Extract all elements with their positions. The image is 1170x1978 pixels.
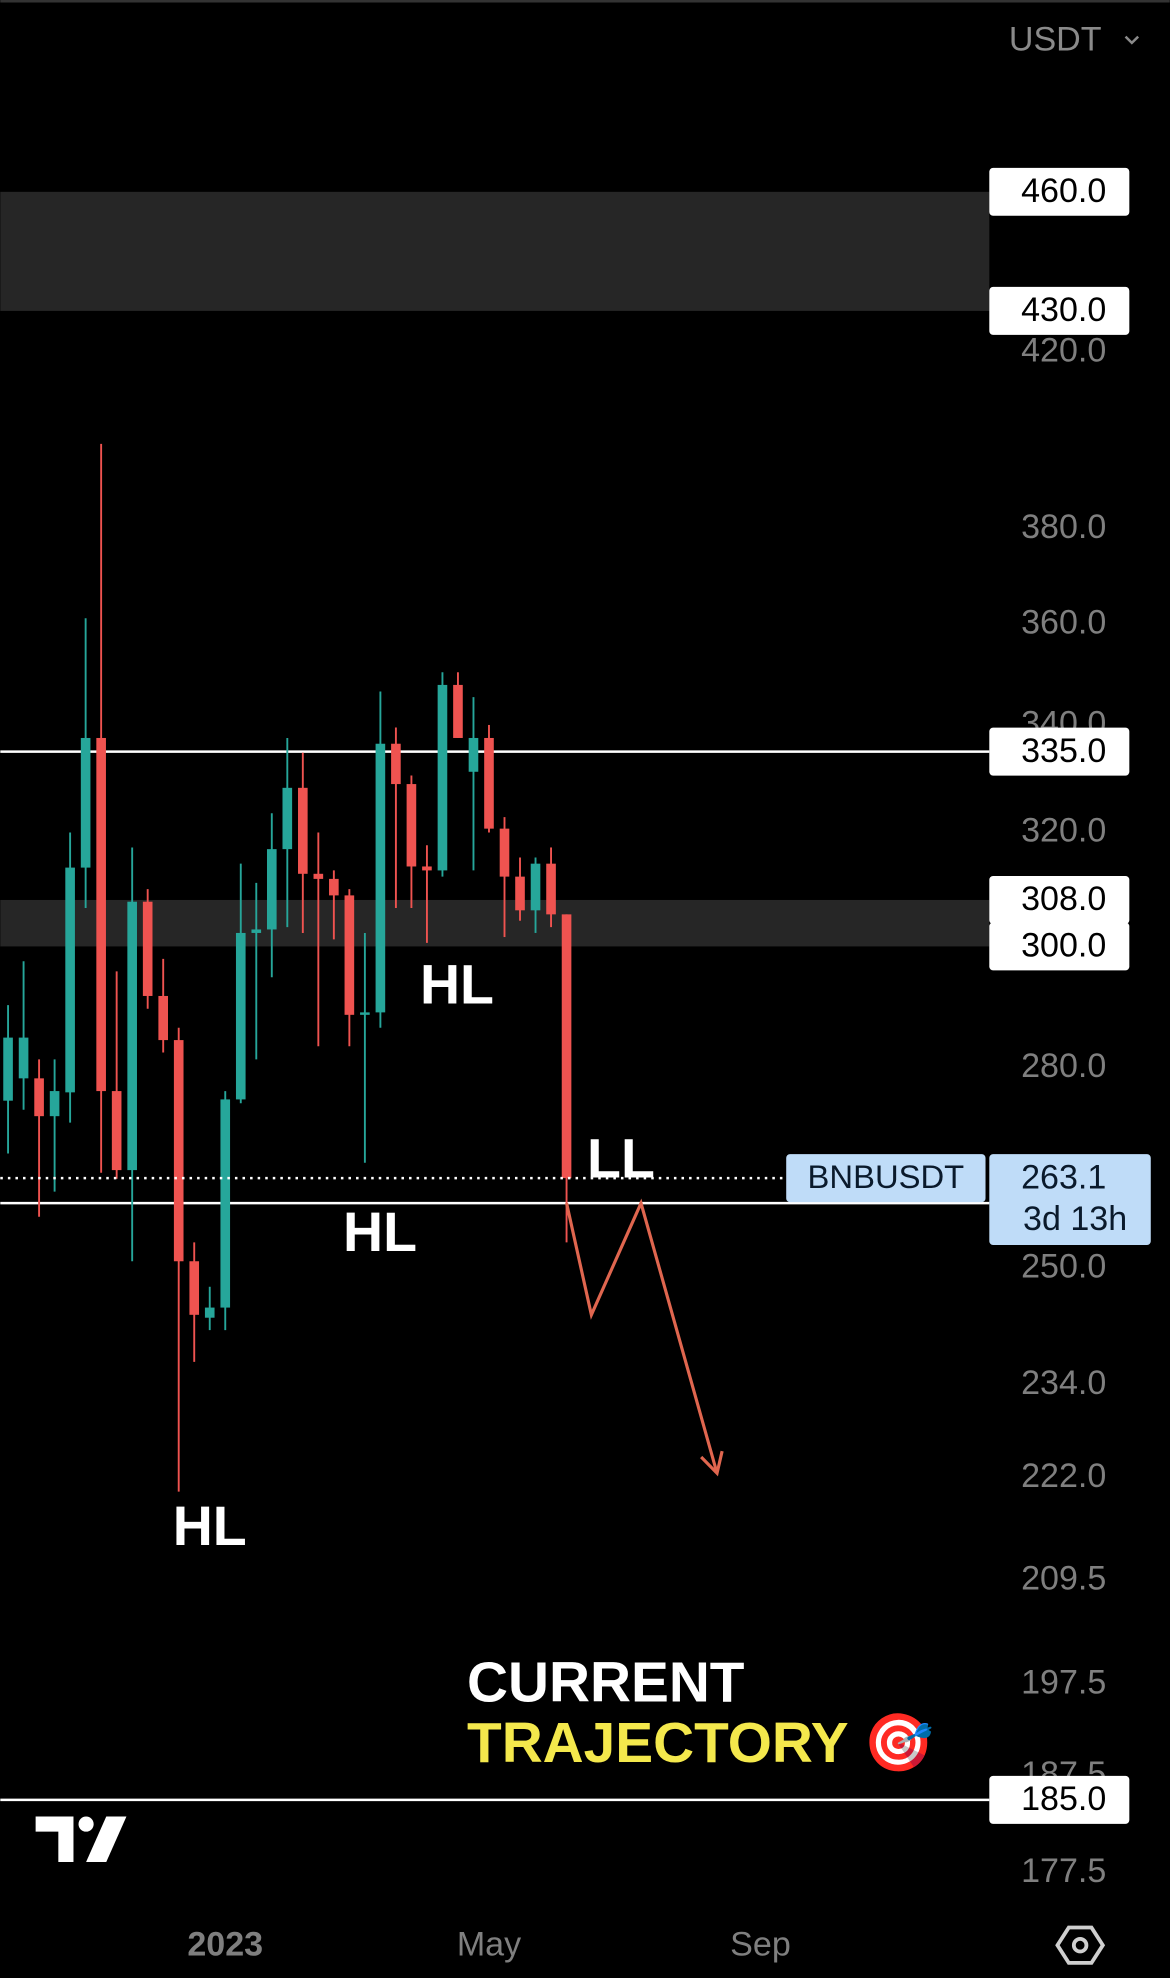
y-tick-label: 197.5 — [1021, 1663, 1106, 1701]
y-tick-label: 209.5 — [1021, 1559, 1106, 1597]
plot-area: 420.0380.0360.0340.0320.0280.0250.0234.0… — [0, 167, 1151, 1963]
countdown-label: 3d 13h — [1023, 1200, 1127, 1238]
candle-body — [391, 743, 401, 785]
projection-arrowhead — [700, 1450, 724, 1477]
logo-part — [35, 1816, 74, 1862]
price-label: 308.0 — [1021, 880, 1106, 918]
currency-label[interactable]: USDT — [1009, 21, 1102, 59]
settings-icon-center — [1071, 1937, 1089, 1954]
candle-body — [65, 867, 75, 1093]
currency-selector[interactable]: USDT — [1009, 21, 1140, 59]
candle-body — [484, 737, 494, 829]
settings-button[interactable] — [1055, 1925, 1106, 1965]
symbol-label: BNBUSDT — [808, 1158, 965, 1195]
logo-part — [86, 1816, 127, 1862]
y-tick-label: 222.0 — [1021, 1457, 1106, 1495]
candle-body — [422, 866, 432, 871]
candle-body — [235, 932, 246, 1100]
candle-body — [127, 901, 137, 1171]
x-tick-label: 2023 — [187, 1925, 263, 1963]
y-tick-label: 177.5 — [1021, 1852, 1106, 1890]
candle-body — [142, 901, 153, 996]
price-label-box — [989, 727, 1130, 776]
candle-body — [329, 878, 339, 896]
candle-body — [34, 1078, 44, 1117]
candle-body — [499, 828, 510, 877]
tradingview-logo — [35, 1816, 127, 1862]
zone — [0, 191, 990, 311]
x-tick-label: May — [457, 1925, 521, 1963]
y-tick-label: 320.0 — [1021, 811, 1106, 849]
chevron — [1124, 35, 1140, 45]
candle-body — [266, 849, 277, 930]
y-tick-label: 380.0 — [1021, 508, 1106, 546]
symbol-box — [786, 1154, 986, 1203]
candle-body — [111, 1091, 122, 1171]
zone — [0, 899, 990, 947]
candle-body — [220, 1099, 231, 1308]
candle-body — [189, 1261, 200, 1315]
candle-body — [561, 914, 572, 1179]
candle-body — [80, 737, 91, 868]
candle-body — [49, 1091, 60, 1117]
y-tick-label: 234.0 — [1021, 1364, 1106, 1402]
caption-line: TRAJECTORY 🎯 — [467, 1712, 934, 1775]
price-label: 430.0 — [1021, 291, 1106, 329]
candle-body — [406, 784, 417, 867]
current-price-box — [989, 1154, 1151, 1245]
y-tick-label: 280.0 — [1021, 1047, 1106, 1085]
candle-body — [313, 873, 324, 879]
logo-part — [78, 1816, 94, 1832]
candle-body — [251, 929, 262, 933]
annotation: LL — [587, 1128, 655, 1190]
candle-body — [96, 737, 106, 1092]
candle-body — [360, 1012, 370, 1015]
candle-body — [515, 876, 525, 911]
candle-body — [158, 995, 169, 1041]
price-label-box — [989, 286, 1130, 335]
candle-body — [546, 863, 556, 915]
candle-body — [18, 1037, 29, 1079]
candle-body — [298, 787, 308, 874]
price-label: 300.0 — [1021, 927, 1106, 965]
candle-body — [344, 895, 355, 1015]
settings-icon[interactable] — [1055, 1925, 1106, 1965]
candle-body — [173, 1040, 184, 1262]
current-price-label: 263.1 — [1021, 1158, 1106, 1196]
candle-body — [375, 743, 386, 1013]
price-label-box — [989, 922, 1130, 971]
projection-path — [565, 1198, 719, 1474]
price-label: 335.0 — [1021, 732, 1106, 770]
y-tick-label: 250.0 — [1021, 1247, 1106, 1285]
candle-body — [530, 863, 541, 911]
caption-line: CURRENT — [467, 1652, 745, 1715]
candle-body — [437, 684, 448, 871]
annotation: HL — [343, 1201, 417, 1263]
price-label-box — [989, 876, 1130, 924]
candle-body — [282, 787, 293, 850]
candle-body — [3, 1037, 13, 1101]
price-label: 460.0 — [1021, 172, 1106, 210]
price-label-box — [989, 1775, 1130, 1824]
y-tick-label: 360.0 — [1021, 604, 1106, 642]
annotation: HL — [173, 1495, 247, 1557]
y-tick-label: 420.0 — [1021, 331, 1106, 369]
x-tick-label: Sep — [730, 1925, 791, 1963]
candle-body — [204, 1307, 215, 1318]
candle-body — [468, 737, 479, 772]
annotation: HL — [420, 954, 494, 1016]
price-label-box — [989, 167, 1130, 216]
candle-body — [453, 684, 463, 738]
price-label: 185.0 — [1021, 1780, 1106, 1818]
